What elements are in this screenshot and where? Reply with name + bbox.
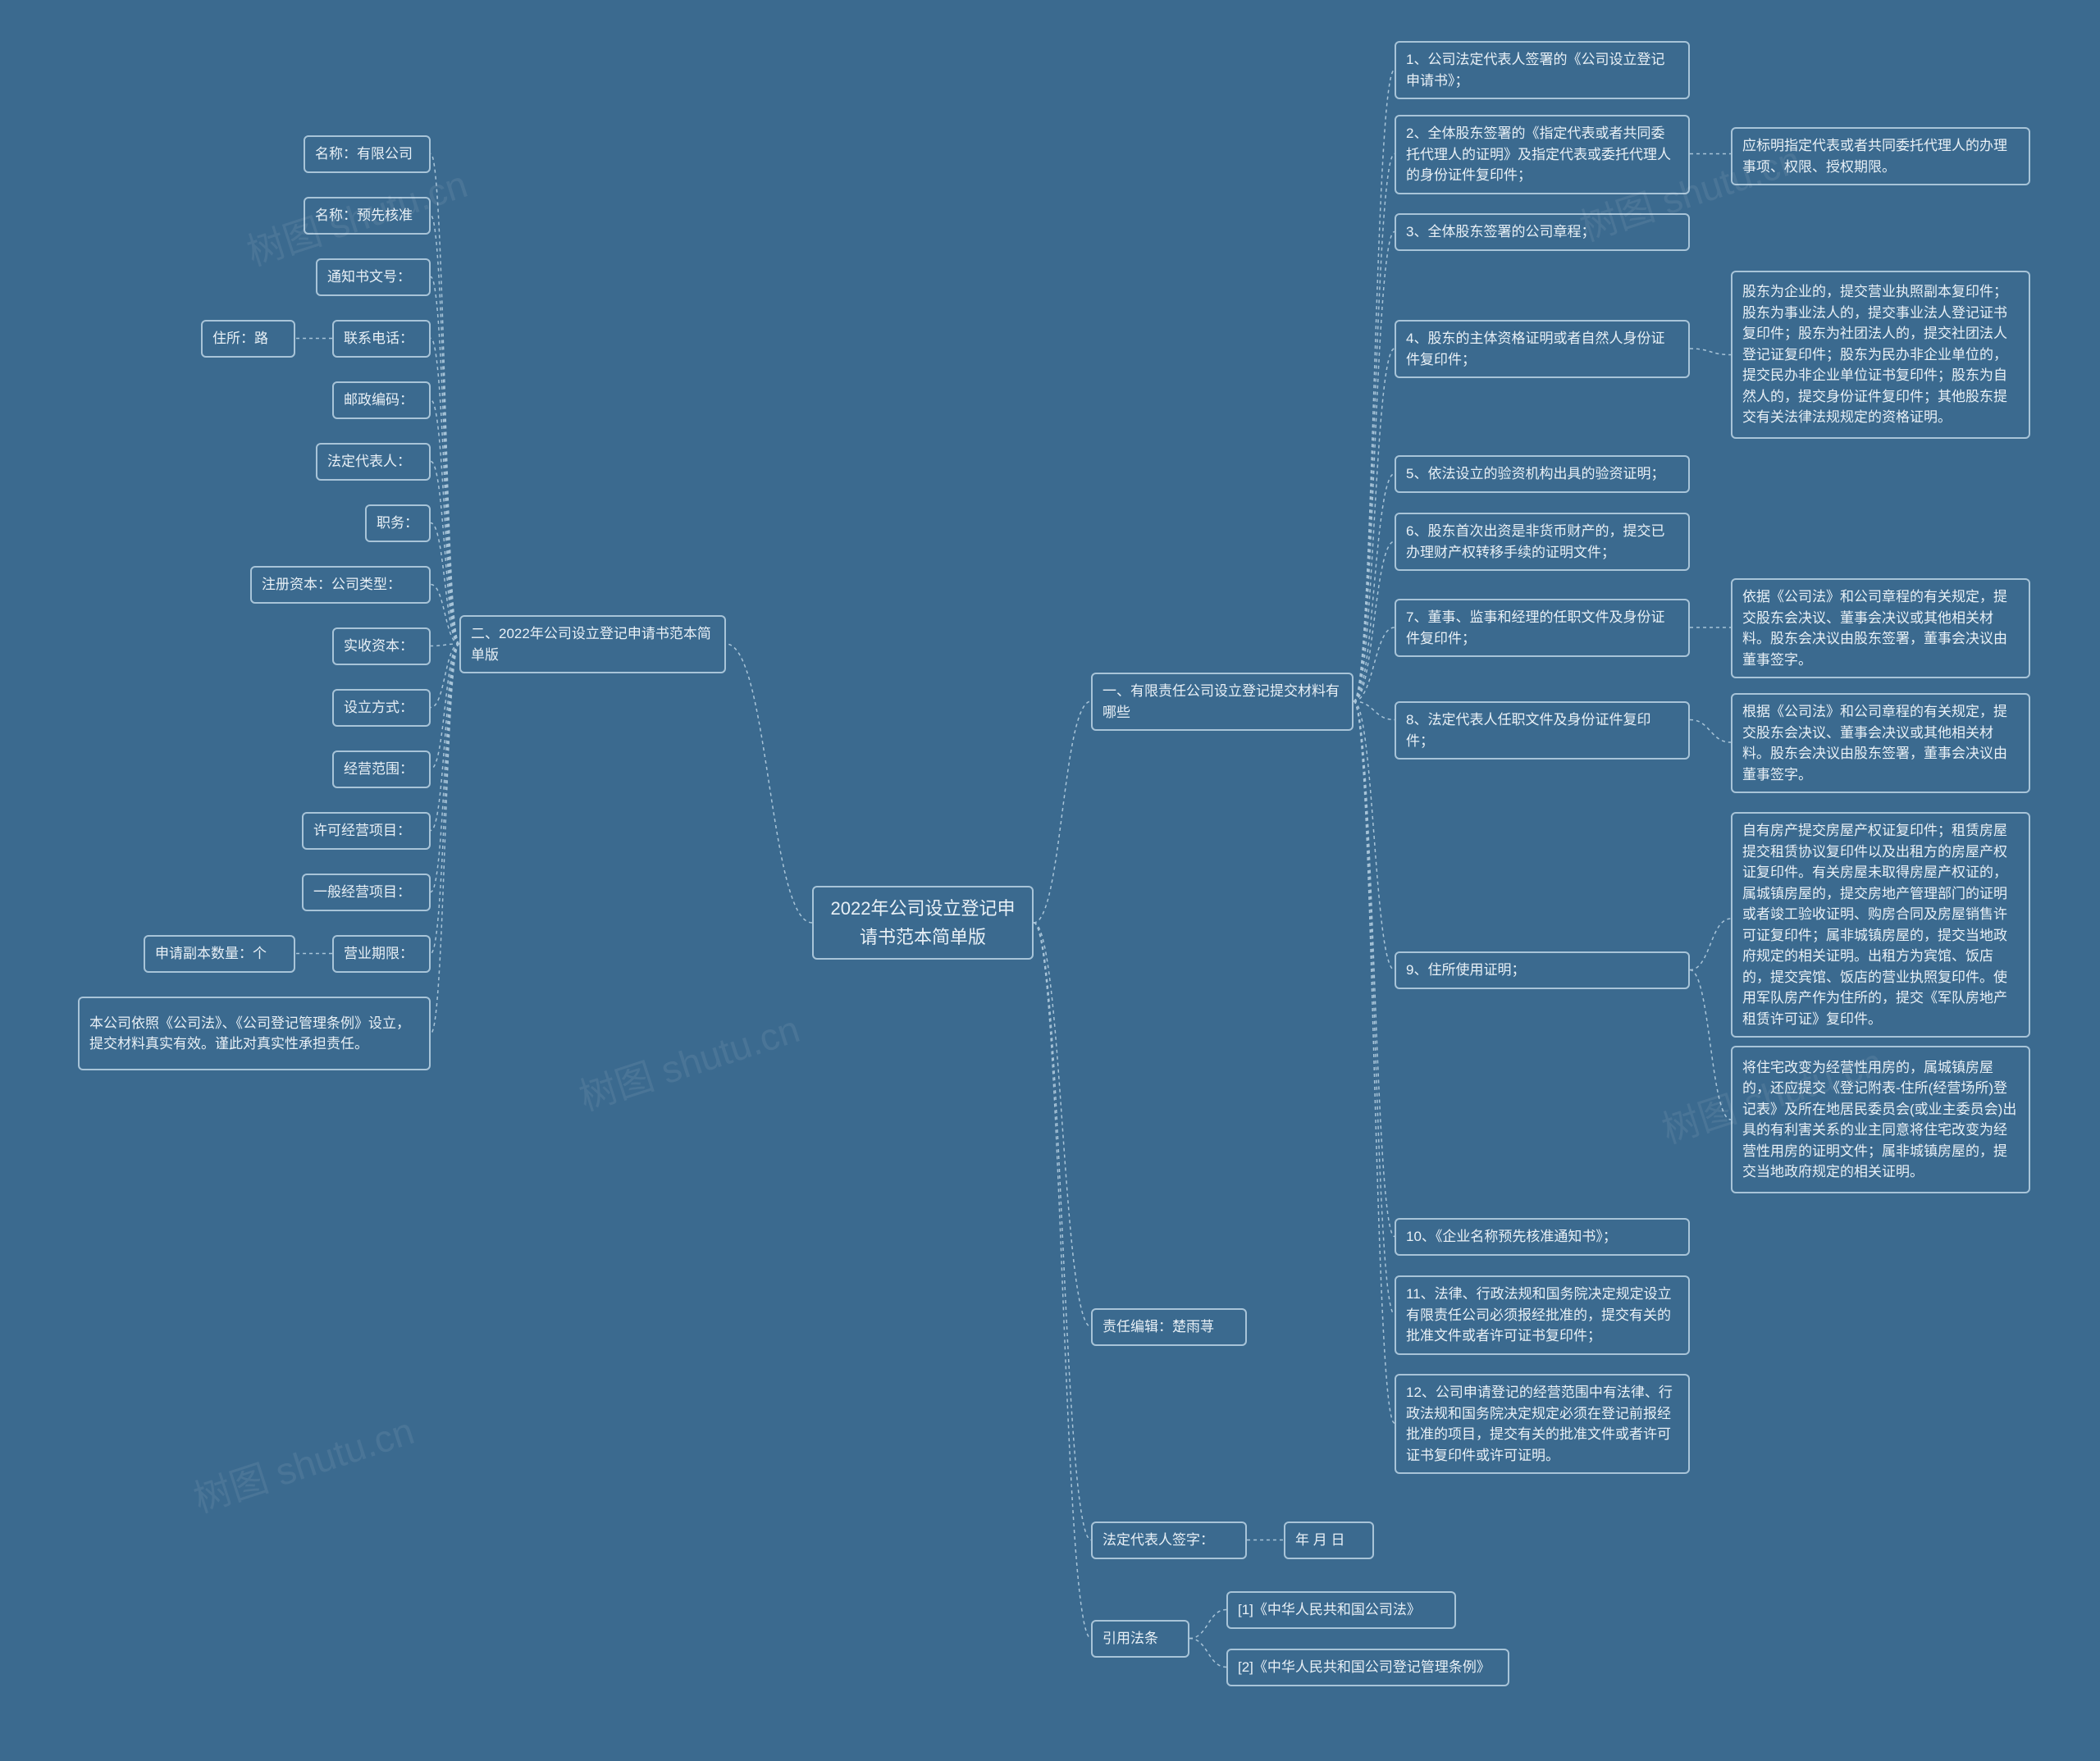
mindmap-node: [2]《中华人民共和国公司登记管理条例》 [1226, 1649, 1509, 1686]
mindmap-node: 2、全体股东签署的《指定代表或者共同委托代理人的证明》及指定代表或委托代理人的身… [1395, 115, 1690, 194]
mindmap-node: 依据《公司法》和公司章程的有关规定，提交股东会决议、董事会决议或其他相关材料。股… [1731, 578, 2030, 678]
mindmap-node: 注册资本：公司类型： [250, 566, 431, 604]
mindmap-node: 8、法定代表人任职文件及身份证件复印件； [1395, 701, 1690, 760]
mindmap-node: 6、股东首次出资是非货币财产的，提交已办理财产权转移手续的证明文件； [1395, 513, 1690, 571]
mindmap-node: 住所：路 [201, 320, 295, 358]
mindmap-node: 名称：预先核准 [304, 197, 431, 235]
mindmap-node: 将住宅改变为经营性用房的，属城镇房屋的，还应提交《登记附表-住所(经营场所)登记… [1731, 1046, 2030, 1193]
mindmap-node: 通知书文号： [316, 258, 431, 296]
mindmap-node: 法定代表人签字： [1091, 1521, 1247, 1559]
mindmap-node: 应标明指定代表或者共同委托代理人的办理事项、权限、授权期限。 [1731, 127, 2030, 185]
mindmap-node: 4、股东的主体资格证明或者自然人身份证件复印件； [1395, 320, 1690, 378]
mindmap-node: 本公司依照《公司法》、《公司登记管理条例》设立，提交材料真实有效。谨此对真实性承… [78, 997, 431, 1070]
mindmap-node: 一般经营项目： [302, 874, 431, 911]
mindmap-node: 5、依法设立的验资机构出具的验资证明； [1395, 455, 1690, 493]
mindmap-node: 9、住所使用证明； [1395, 951, 1690, 989]
mindmap-node: 联系电话： [332, 320, 431, 358]
mindmap-node: 1、公司法定代表人签署的《公司设立登记申请书》； [1395, 41, 1690, 99]
mindmap-node: 设立方式： [332, 689, 431, 727]
watermark: 树图 shutu.cn [186, 1402, 420, 1524]
mindmap-node: 邮政编码： [332, 381, 431, 419]
mindmap-node: 3、全体股东签署的公司章程； [1395, 213, 1690, 251]
mindmap-node: 11、法律、行政法规和国务院决定规定设立有限责任公司必须报经批准的，提交有关的批… [1395, 1275, 1690, 1355]
mindmap-node: 法定代表人： [316, 443, 431, 481]
mindmap-node: 自有房产提交房屋产权证复印件；租赁房屋提交租赁协议复印件以及出租方的房屋产权证复… [1731, 812, 2030, 1038]
mindmap-node: 职务： [365, 504, 431, 542]
mindmap-node: 年 月 日 [1284, 1521, 1374, 1559]
mindmap-node: 营业期限： [332, 935, 431, 973]
watermark: 树图 shutu.cn [572, 1000, 806, 1122]
mindmap-node: 引用法条 [1091, 1620, 1189, 1658]
mindmap-node: 经营范围： [332, 750, 431, 788]
mindmap-node: 12、公司申请登记的经营范围中有法律、行政法规和国务院决定规定必须在登记前报经批… [1395, 1374, 1690, 1474]
mindmap-node: 实收资本： [332, 627, 431, 665]
mindmap-node: 2022年公司设立登记申请书范本简单版 [812, 886, 1034, 960]
mindmap-node: 10、《企业名称预先核准通知书》； [1395, 1218, 1690, 1256]
mindmap-node: 许可经营项目： [302, 812, 431, 850]
mindmap-node: 责任编辑：楚雨荨 [1091, 1308, 1247, 1346]
mindmap-node: 股东为企业的，提交营业执照副本复印件；股东为事业法人的，提交事业法人登记证书复印… [1731, 271, 2030, 439]
mindmap-node: 一、有限责任公司设立登记提交材料有哪些 [1091, 673, 1354, 731]
mindmap-node: [1]《中华人民共和国公司法》 [1226, 1591, 1456, 1629]
mindmap-node: 7、董事、监事和经理的任职文件及身份证件复印件； [1395, 599, 1690, 657]
mindmap-node: 名称：有限公司 [304, 135, 431, 173]
mindmap-node: 二、2022年公司设立登记申请书范本简单版 [459, 615, 726, 673]
mindmap-node: 根据《公司法》和公司章程的有关规定，提交股东会决议、董事会决议或其他相关材料。股… [1731, 693, 2030, 793]
mindmap-node: 申请副本数量：个 [144, 935, 295, 973]
